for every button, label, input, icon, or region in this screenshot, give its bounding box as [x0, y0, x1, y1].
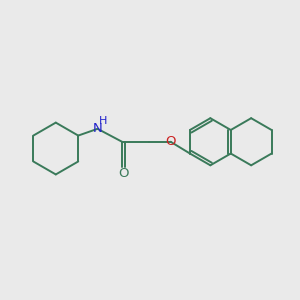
Text: N: N	[93, 122, 103, 135]
Text: H: H	[99, 116, 107, 126]
Text: O: O	[118, 167, 128, 180]
Text: O: O	[165, 135, 176, 148]
